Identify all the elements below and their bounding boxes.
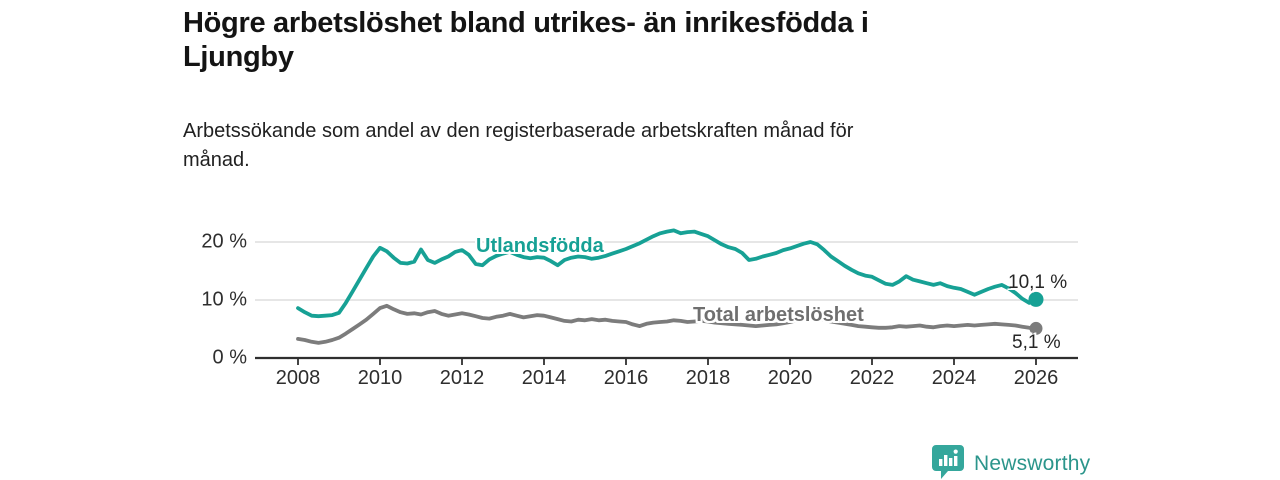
title-line-2: Ljungby <box>183 41 294 73</box>
end-value-label-utlandsfodda: 10,1 % <box>1008 272 1068 293</box>
subtitle-line-1: Arbetssökande som andel av den registerb… <box>183 120 854 142</box>
x-tick-label-2022: 2022 <box>849 367 895 389</box>
end-value-label-total: 5,1 % <box>1012 332 1061 353</box>
x-tick-label-2024: 2024 <box>931 367 977 389</box>
newsworthy-icon <box>932 445 964 479</box>
subtitle-line-2: månad. <box>183 149 250 171</box>
chart-subtitle: Arbetssökande som andel av den registerb… <box>183 117 1083 175</box>
newsworthy-wordmark: Newsworthy <box>974 451 1091 475</box>
x-tick-label-2016: 2016 <box>603 367 649 389</box>
newsworthy-logo: Newsworthy <box>931 444 1090 480</box>
x-tick-label-2012: 2012 <box>439 367 485 389</box>
series-line-1 <box>296 303 1038 345</box>
y-tick-label-20: 20 % <box>201 230 247 253</box>
x-tick-label-2010: 2010 <box>357 367 403 389</box>
title-line-1: Högre arbetslöshet bland utrikes- än inr… <box>183 7 869 39</box>
series-line-0 <box>296 228 1038 319</box>
end-dot-1 <box>1029 321 1043 335</box>
series-label-total-arbetsloshet: Total arbetslöshet <box>693 304 864 326</box>
x-tick-label-2026: 2026 <box>1013 367 1059 389</box>
x-tick-label-2014: 2014 <box>521 367 567 389</box>
x-tick-label-2020: 2020 <box>767 367 813 389</box>
y-tick-label-0: 0 % <box>212 346 247 369</box>
y-tick-label-10: 10 % <box>201 288 247 311</box>
end-dot-0 <box>1028 291 1044 307</box>
series-label-utlandsfodda: Utlandsfödda <box>476 235 604 257</box>
x-tick-label-2018: 2018 <box>685 367 731 389</box>
page-title: Högre arbetslöshet bland utrikes- än inr… <box>183 6 1083 74</box>
x-tick-label-2008: 2008 <box>275 367 321 389</box>
